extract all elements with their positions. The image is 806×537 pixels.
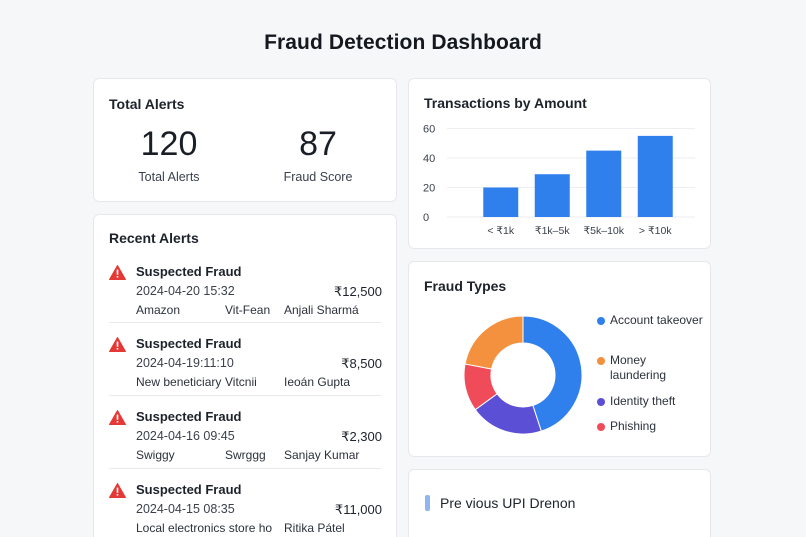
alert-title: Suspected Fraud — [136, 336, 242, 351]
previous-upi-card[interactable]: Pre vious UPI Drenon — [408, 469, 711, 537]
y-tick-label: 60 — [423, 124, 435, 136]
alert-time: 2024-04-19:11:10 — [136, 356, 234, 370]
alert-merchant: Local electronics store ho — [136, 521, 273, 535]
alert-merchant: New beneticiary — [136, 375, 222, 389]
warning-icon — [109, 483, 126, 498]
legend-label: Account takeover — [610, 313, 703, 327]
stat-value: 87 — [299, 125, 337, 163]
x-tick-label: ₹1k–5k — [535, 225, 570, 237]
y-tick-label: 20 — [423, 183, 435, 195]
total-alerts-card-title: Total Alerts — [109, 96, 185, 112]
warning-icon — [109, 337, 126, 352]
pie-chart-title: Fraud Types — [424, 278, 507, 294]
alert-method: Vit-Fean — [225, 303, 271, 317]
recent-alerts-title: Recent Alerts — [109, 230, 199, 246]
total-alerts-card: Total Alerts 120 Total Alerts 87 Fraud S… — [93, 78, 397, 202]
upi-marker — [425, 495, 430, 511]
legend-label: Identity theft — [610, 394, 676, 408]
page-title: Fraud Detection Dashboard — [264, 31, 542, 54]
bar-chart-title: Transactions by Amount — [424, 95, 587, 111]
donut-slice — [522, 315, 583, 432]
stat-fraud-score: 87 Fraud Score — [243, 124, 393, 184]
legend-label: Phishing — [610, 419, 657, 433]
alert-amount: ₹2,300 — [341, 429, 382, 444]
legend-swatch — [597, 357, 605, 365]
alert-amount: ₹12,500 — [333, 284, 382, 299]
legend-swatch — [597, 398, 605, 406]
x-tick-label: > ₹10k — [639, 225, 672, 237]
alert-method: Vitcnii — [225, 375, 257, 389]
donut-slice — [464, 315, 524, 370]
alert-item[interactable]: Suspected Fraud 2024-04-19:11:10 ₹8,500 … — [109, 333, 382, 405]
legend-label: Money laundering — [610, 353, 667, 382]
divider — [109, 322, 381, 323]
upi-label: Pre vious UPI Drenon — [440, 495, 576, 511]
alert-customer: Anjali Sharmá — [284, 303, 359, 317]
alert-merchant: Amazon — [136, 303, 181, 317]
bar — [534, 174, 570, 217]
x-tick-label: < ₹1k — [487, 225, 515, 237]
alert-merchant: Swiggy — [136, 448, 175, 462]
donut-chart — [463, 315, 583, 435]
alert-customer: Ieoán Gupta — [284, 375, 351, 389]
alert-method: Swrggg — [225, 448, 266, 462]
bar-chart: 0 20 40 60 < ₹1k ₹1k–5k ₹5k–10k > ₹10k — [423, 124, 695, 237]
warning-icon — [109, 410, 126, 425]
warning-icon — [109, 265, 126, 280]
transactions-by-amount-card: Transactions by Amount 0 20 40 60 < ₹1k ₹1k–5… — [408, 78, 711, 249]
bar — [483, 187, 519, 217]
recent-alerts-card: Recent Alerts Suspected Fraud 2024-04-20… — [93, 214, 397, 537]
alert-item[interactable]: Suspected Fraud 2024-04-20 15:32 ₹12,500… — [109, 261, 382, 333]
alert-time: 2024-04-20 15:32 — [136, 284, 235, 298]
bar — [637, 135, 673, 217]
legend-swatch — [597, 423, 605, 431]
stat-label: Total Alerts — [138, 170, 200, 184]
alert-title: Suspected Fraud — [136, 264, 242, 279]
stat-total-alerts: 120 Total Alerts — [94, 124, 244, 184]
alert-item[interactable]: Suspected Fraud 2024-04-15 08:35 ₹11,000… — [109, 479, 382, 537]
alert-title: Suspected Fraud — [136, 409, 242, 424]
y-tick-label: 40 — [423, 153, 435, 165]
stat-label: Fraud Score — [283, 170, 353, 184]
alert-customer: Sanjay Kumar — [284, 448, 360, 462]
alert-amount: ₹8,500 — [341, 356, 382, 371]
divider — [109, 395, 381, 396]
alert-customer: Ritika Pátel — [284, 521, 345, 535]
fraud-types-card: Fraud Types Account takeover Money launde… — [408, 261, 711, 457]
y-tick-label: 0 — [423, 212, 429, 224]
alert-item[interactable]: Suspected Fraud 2024-04-16 09:45 ₹2,300 … — [109, 406, 382, 478]
alert-time: 2024-04-16 09:45 — [136, 429, 235, 443]
bar — [586, 150, 622, 217]
alert-title: Suspected Fraud — [136, 482, 242, 497]
divider — [109, 468, 381, 469]
alert-time: 2024-04-15 08:35 — [136, 502, 235, 516]
x-tick-label: ₹5k–10k — [583, 225, 624, 237]
alert-amount: ₹11,000 — [334, 502, 382, 517]
legend-swatch — [597, 317, 605, 325]
stat-value: 120 — [140, 125, 198, 163]
